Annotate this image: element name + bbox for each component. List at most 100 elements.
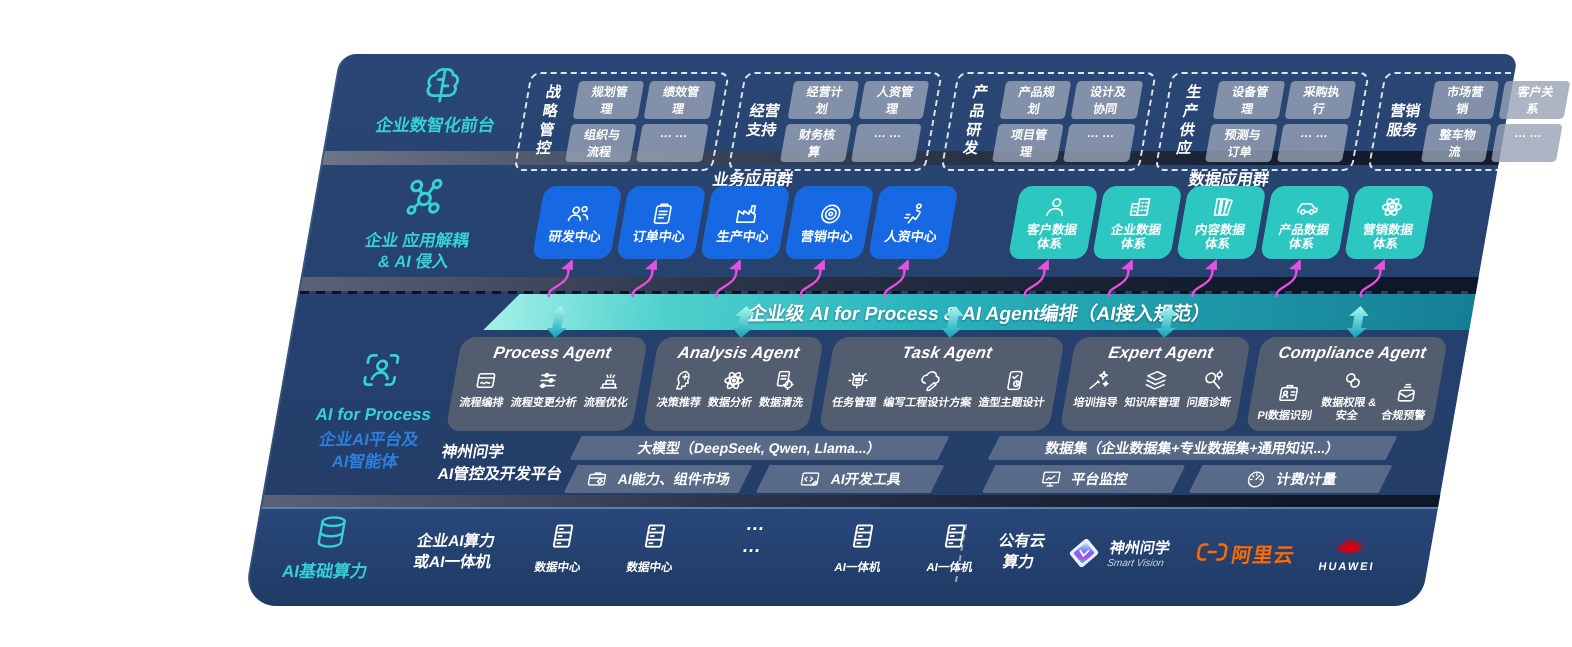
card-label: 人资中心 xyxy=(883,228,939,244)
data-system-card: 客户数据 体系 xyxy=(1007,186,1099,259)
app-layer-label: 企业 应用解耦 & AI 侵入 xyxy=(363,232,471,272)
group-title: 产品研发 xyxy=(961,84,990,158)
capability-label: 数据清洗 xyxy=(758,397,805,409)
card-label: 生产中心 xyxy=(715,228,771,244)
module-pills: 设备管理 采购执行 预测与订单… … xyxy=(1205,81,1357,162)
card-label: 客户数据 体系 xyxy=(1025,222,1079,251)
agent-title: Analysis Agent xyxy=(676,344,802,362)
agent-box: Process Agent 流程编排 流程变更分析 xyxy=(445,337,649,432)
atom-icon xyxy=(719,368,748,393)
node-label: AI一体机 xyxy=(925,562,974,574)
data-system-card: 企业数据 体系 xyxy=(1091,186,1183,259)
module-pill: 设备管理 xyxy=(1212,81,1285,119)
agent-capability: 数据分析 xyxy=(707,368,758,410)
brain-icon xyxy=(416,62,468,108)
module-pill: 财务核算 xyxy=(780,124,852,162)
agent-capability: 流程变更分析 xyxy=(509,368,582,410)
compute-node: AI一体机 xyxy=(924,520,982,575)
module-pill: … … xyxy=(1063,124,1136,162)
module-pill: … … xyxy=(1491,124,1563,162)
dots-icon: … … xyxy=(740,514,769,557)
design-icon xyxy=(1001,368,1030,393)
rings-icon xyxy=(1338,368,1367,393)
factory-icon xyxy=(732,201,763,227)
atom-icon xyxy=(1377,194,1408,220)
front-office-rail: 企业数智化前台 xyxy=(353,62,526,137)
module-pill: 规划管理 xyxy=(572,81,645,119)
orchestration-label: 企业级 AI for Process & AI Agent编排（AI接入规范） xyxy=(745,303,1213,325)
smartvision-icon xyxy=(1063,535,1105,571)
module-pill: 项目管理 xyxy=(991,124,1064,162)
capability-label: 数据分析 xyxy=(706,397,753,409)
capability-label: 流程变更分析 xyxy=(509,397,578,409)
business-center-card: 研发中心 xyxy=(531,186,623,259)
card-label: 营销中心 xyxy=(799,228,855,244)
database-icon xyxy=(309,512,354,552)
module-pill: 客户关系 xyxy=(1498,81,1570,119)
mentor-icon xyxy=(1085,368,1114,393)
alibaba-icon xyxy=(1193,540,1232,566)
data-system-card: 产品数据 体系 xyxy=(1259,186,1351,259)
vendor-logo: 阿里云 xyxy=(1192,539,1297,568)
module-pill: 整车物流 xyxy=(1420,124,1492,162)
huawei-icon xyxy=(1331,533,1370,559)
car-icon xyxy=(1293,194,1324,220)
ai-process-label-cn: 企业AI平台及 AI智能体 xyxy=(317,431,421,472)
capability-label: 决策推荐 xyxy=(655,397,702,409)
capability-label: 造型主题设计 xyxy=(977,397,1046,409)
infra-label: AI基础算力 xyxy=(280,562,369,581)
platform-tool: AI开发工具 xyxy=(756,465,945,493)
business-domain-group: 经营支持 经营计划 人资管理 财务核算… … xyxy=(726,72,943,171)
module-pill: … … xyxy=(636,124,709,162)
module-pill: 绩效管理 xyxy=(643,81,716,119)
platform-op: 平台监控 xyxy=(982,465,1186,493)
module-pills: 产品规划 设计及协同 项目管理… … xyxy=(991,81,1143,162)
sliders-icon xyxy=(533,368,562,393)
business-domain-group: 营销服务 市场营销 客户关系 整车物流… … xyxy=(1367,72,1572,171)
business-center-card: 生产中心 xyxy=(699,186,791,259)
agent-capability: 造型主题设计 xyxy=(977,368,1050,410)
compute-node: 数据中心 xyxy=(532,520,590,575)
agent-title: Expert Agent xyxy=(1107,344,1215,362)
agent-capability: 培训指导 xyxy=(1072,368,1123,410)
compute-label: 企业AI算力 或AI一体机 xyxy=(412,533,497,571)
vendor-logo: 神州问学 Smart Vision xyxy=(1063,535,1172,571)
dataset-bar: 数据集（企业数据集+专业数据集+通用知识...） xyxy=(987,436,1397,460)
agent-capability: 编写工程设计方案 xyxy=(882,368,977,410)
agent-title: Process Agent xyxy=(492,344,613,362)
agent-title: Task Agent xyxy=(900,344,994,362)
card-label: 研发中心 xyxy=(547,228,603,244)
target-icon xyxy=(816,201,847,227)
card-label: 企业数据 体系 xyxy=(1109,222,1163,251)
alert-icon xyxy=(1392,381,1421,406)
group-title: 战略管控 xyxy=(534,84,563,158)
business-domain-group: 战略管控 规划管理 绩效管理 组织与流程… … xyxy=(513,72,730,171)
module-pill: 人资管理 xyxy=(858,81,930,119)
agent-box: Analysis Agent 决策推荐 数据分析 xyxy=(642,337,824,432)
module-pill: 采购执行 xyxy=(1284,81,1357,119)
data-cards: 客户数据 体系 企业数据 体系 内容数据 体系 产品数据 体系 xyxy=(1007,186,1435,259)
module-pill: 设计及协同 xyxy=(1070,81,1143,119)
capability-label: 培训指导 xyxy=(1072,397,1119,409)
agent-capability: 流程优化 xyxy=(583,368,634,410)
data-system-card: 内容数据 体系 xyxy=(1175,186,1267,259)
building-icon xyxy=(1125,194,1156,220)
vendor-name: 阿里云 xyxy=(1229,544,1297,567)
front-office-label: 企业数智化前台 xyxy=(374,116,497,135)
module-pill: 经营计划 xyxy=(787,81,859,119)
node-label: 数据中心 xyxy=(625,562,674,574)
agent-capability: 任务管理 xyxy=(831,368,882,410)
capability-label: 流程优化 xyxy=(582,397,629,409)
agent-title: Compliance Agent xyxy=(1277,344,1428,362)
node-label: 数据中心 xyxy=(533,562,582,574)
group-title: 营销服务 xyxy=(1385,102,1422,139)
platform-tool: AI能力、组件市场 xyxy=(564,465,753,493)
module-pill: … … xyxy=(1276,124,1349,162)
module-pill: … … xyxy=(850,124,922,162)
agent-box: Task Agent 任务管理 编写工程设计方案 xyxy=(818,337,1066,432)
ai-process-rail: AI for Process 企业AI平台及 AI智能体 xyxy=(284,348,464,474)
platform-op: 计费/计量 xyxy=(1189,465,1393,493)
card-label: 订单中心 xyxy=(631,228,687,244)
module-pills: 市场营销 客户关系 整车物流… … xyxy=(1420,81,1570,162)
group-title: 生产供应 xyxy=(1175,84,1204,158)
